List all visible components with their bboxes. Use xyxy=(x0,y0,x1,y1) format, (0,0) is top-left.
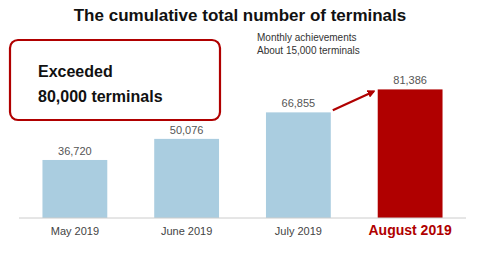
data-label: 36,720 xyxy=(58,145,92,157)
x-tick-label: June 2019 xyxy=(161,225,212,237)
annotation: About 15,000 terminals xyxy=(257,45,360,56)
callout-text: 80,000 terminals xyxy=(38,88,163,105)
callout-text: Exceeded xyxy=(38,63,113,80)
bar xyxy=(378,89,443,218)
data-label: 66,855 xyxy=(282,97,316,109)
callout-box xyxy=(10,40,220,120)
bar xyxy=(154,139,219,218)
chart: The cumulative total number of terminals… xyxy=(0,0,480,273)
data-label: 81,386 xyxy=(393,74,427,86)
x-tick-label: August 2019 xyxy=(369,222,452,238)
x-tick-label: July 2019 xyxy=(275,225,322,237)
x-tick-label: May 2019 xyxy=(51,225,99,237)
arrow xyxy=(333,91,374,110)
chart-container: The cumulative total number of terminals… xyxy=(0,0,480,273)
title: The cumulative total number of terminals xyxy=(74,6,407,25)
bar xyxy=(42,160,107,218)
axis-line xyxy=(19,218,466,219)
annotation: Monthly achievements xyxy=(257,32,357,43)
bar xyxy=(266,112,331,218)
data-label: 50,076 xyxy=(170,124,204,136)
